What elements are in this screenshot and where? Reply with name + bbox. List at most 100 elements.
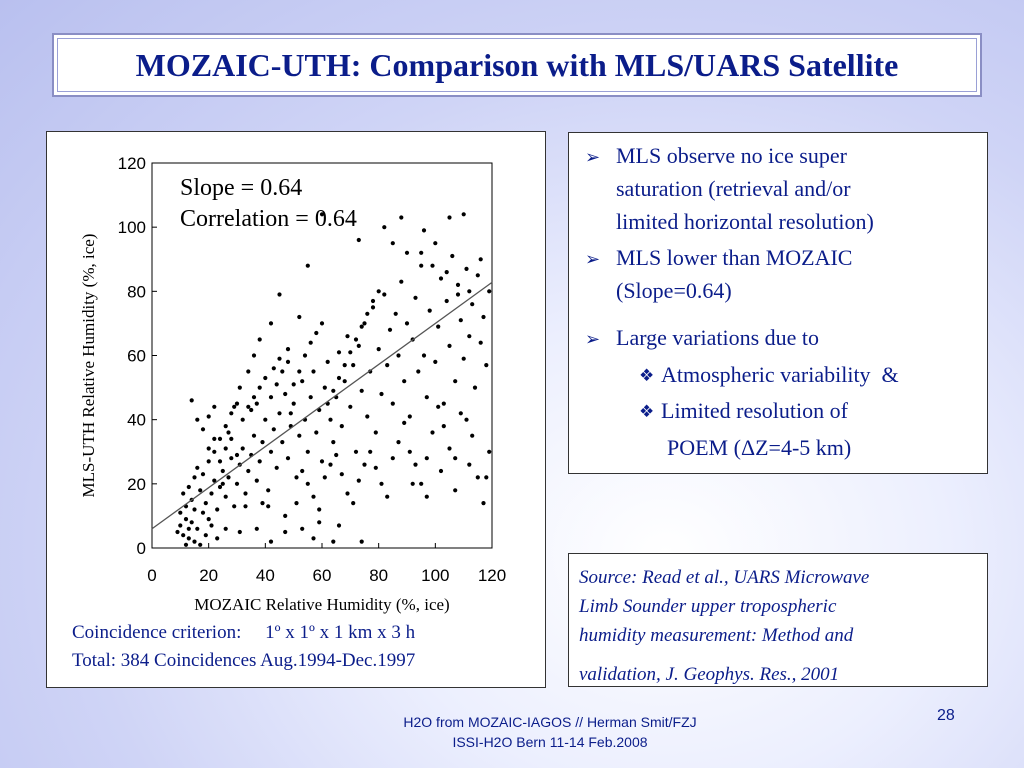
data-point	[436, 324, 441, 329]
sub-bullet-2-line-2: POEM (ΔZ=4-5 km)	[667, 435, 852, 460]
data-point	[396, 353, 401, 358]
data-point	[348, 404, 353, 409]
data-point	[297, 314, 302, 320]
data-point	[345, 491, 350, 496]
data-point	[206, 446, 211, 451]
data-point	[419, 481, 424, 486]
data-point	[285, 359, 291, 364]
data-point	[362, 462, 367, 467]
source-line-2: Limb Sounder upper tropospheric	[579, 596, 837, 617]
data-point	[311, 536, 316, 541]
data-point	[305, 449, 310, 454]
data-point	[487, 449, 492, 454]
data-point	[305, 263, 310, 268]
data-point	[291, 382, 296, 387]
data-point	[348, 350, 353, 355]
data-point	[297, 433, 302, 438]
data-point	[376, 347, 381, 352]
data-point	[291, 401, 296, 406]
footer-line-2: ISSI-H2O Bern 11-14 Feb.2008	[452, 734, 648, 750]
data-point	[407, 449, 412, 454]
data-point	[311, 494, 316, 499]
data-point	[257, 459, 262, 464]
data-point	[356, 237, 361, 243]
data-point	[336, 350, 342, 355]
caption-total: Total: 384 Coincidences Aug.1994-Dec.199…	[72, 650, 416, 671]
data-point	[328, 417, 333, 422]
data-point	[464, 417, 469, 422]
data-point	[268, 321, 274, 326]
arrow-bullet-icon: ➢	[585, 329, 601, 349]
data-point	[373, 430, 378, 435]
data-point	[217, 484, 223, 490]
data-point	[416, 369, 421, 374]
data-point	[192, 507, 197, 512]
data-point	[263, 417, 268, 422]
data-point	[206, 459, 211, 464]
data-point	[220, 481, 225, 486]
data-point	[294, 475, 299, 480]
x-tick-label: 0	[147, 566, 156, 585]
data-point	[206, 414, 211, 419]
data-point	[433, 241, 438, 246]
data-point	[353, 337, 359, 342]
data-point	[424, 494, 429, 499]
data-point	[328, 462, 333, 467]
y-axis-label: MLS-UTH Relative Humidity (%, ice)	[79, 234, 98, 498]
data-point	[370, 298, 376, 304]
data-point	[266, 504, 271, 509]
data-point	[475, 273, 480, 278]
data-point	[215, 507, 220, 512]
data-point	[461, 212, 466, 217]
data-point	[379, 481, 384, 486]
data-point	[331, 440, 336, 445]
data-point	[226, 430, 231, 435]
diamond-bullet-icon: ❖	[639, 402, 655, 421]
arrow-bullet-icon: ➢	[585, 249, 601, 269]
bullet-2-line-2: (Slope=0.64)	[616, 278, 732, 303]
data-point	[198, 542, 203, 547]
y-tick-label: 20	[127, 475, 146, 494]
data-point	[308, 395, 313, 400]
data-point	[351, 501, 356, 506]
x-tick-label: 60	[313, 566, 332, 585]
data-point	[268, 539, 274, 544]
bullets-panel: ➢ MLS observe no ice super saturation (r…	[568, 132, 988, 474]
data-point	[317, 520, 322, 525]
data-point	[277, 411, 282, 416]
data-point	[302, 353, 308, 358]
data-point	[209, 523, 214, 528]
data-point	[277, 292, 282, 297]
data-point	[186, 526, 191, 531]
data-point	[447, 215, 452, 220]
data-point	[467, 289, 472, 294]
data-point	[237, 385, 242, 390]
data-point	[206, 517, 211, 522]
data-point	[359, 388, 364, 393]
data-point	[402, 420, 407, 425]
scatter-plot: 0 20 40 60 80 100 120 0 20 40 60 80 100 120 Slope = 0.…	[79, 154, 506, 614]
data-point	[470, 302, 475, 307]
data-point	[223, 446, 228, 451]
data-point	[234, 452, 240, 458]
data-point	[365, 311, 370, 316]
data-point	[243, 491, 248, 496]
data-point	[334, 452, 339, 458]
data-point	[251, 433, 257, 438]
data-point	[280, 440, 285, 445]
data-point	[438, 468, 444, 474]
data-point	[438, 276, 444, 281]
data-point	[212, 449, 217, 454]
y-tick-label: 80	[127, 282, 146, 301]
sub-bullet-2-line-1: Limited resolution of	[661, 398, 848, 423]
data-point	[212, 404, 217, 409]
data-point	[336, 523, 342, 528]
data-point	[229, 456, 234, 461]
data-point	[192, 475, 197, 480]
data-point	[402, 379, 407, 384]
data-point	[430, 430, 435, 435]
bullet-1-line-2: saturation (retrieval and/or	[616, 176, 851, 201]
data-point	[271, 427, 276, 432]
data-point	[356, 343, 361, 348]
data-point	[223, 526, 228, 531]
